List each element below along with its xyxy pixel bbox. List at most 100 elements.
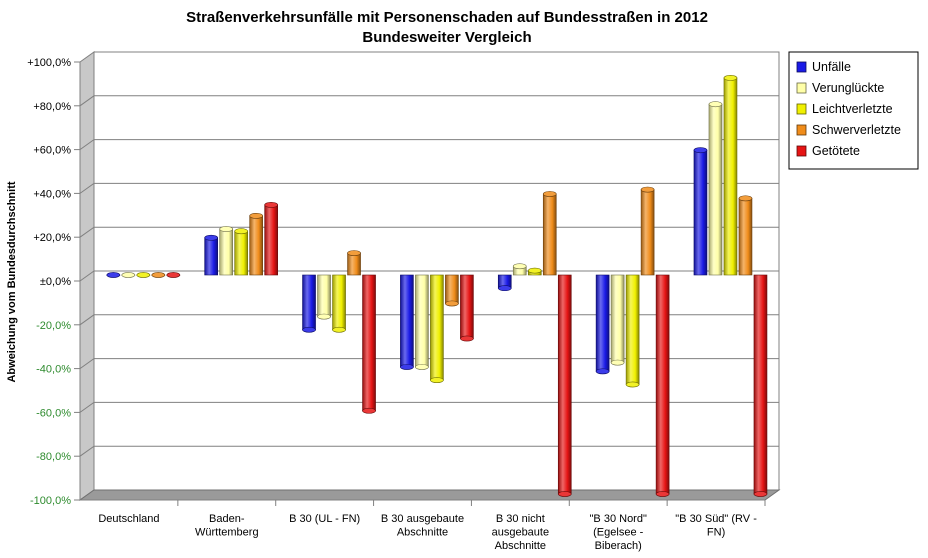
y-tick-label: -40,0% [36, 364, 71, 376]
bar-cap [362, 407, 376, 414]
bar-body [362, 274, 376, 412]
bar [317, 274, 331, 320]
bar-body [595, 274, 610, 372]
bar [610, 274, 625, 366]
bar [415, 274, 429, 370]
bar [542, 191, 557, 276]
bar [460, 274, 474, 342]
bar [497, 274, 512, 292]
bar-cap [753, 491, 768, 497]
legend-label: Leichtverletzte [812, 102, 893, 116]
bar-body [249, 215, 263, 276]
bar-cap [400, 364, 414, 370]
y-tick-label: +60,0% [33, 145, 71, 157]
bar [625, 274, 640, 388]
bar-body [640, 189, 655, 276]
bar-body [317, 274, 331, 317]
y-tick-label: -100,0% [30, 495, 71, 507]
bar-body [557, 274, 572, 495]
bar-cap [317, 313, 331, 320]
y-tick-label: -20,0% [36, 320, 71, 332]
y-tick-label: +80,0% [33, 101, 71, 113]
gridline [79, 401, 779, 413]
bar-cap [542, 191, 557, 197]
bar [332, 274, 346, 333]
bar-cap [302, 326, 316, 333]
x-tick-label-line: Deutschland [98, 513, 159, 525]
x-tick-label: Baden- Württemberg [195, 513, 259, 539]
bar-cap [166, 272, 181, 278]
legend-swatch [796, 61, 807, 73]
x-tick-label: "B 30 Süd" (RV - FN) [675, 513, 757, 539]
x-tick-label-line: Abschnitte [397, 527, 448, 539]
plot-area: +100,0% +80,0% +60,0% +40,0% +20,0% ±0,0% -20,… [27, 51, 781, 552]
floor [78, 489, 781, 501]
bar-body [400, 274, 414, 368]
bar-body [332, 274, 346, 331]
x-tick-label-line: B 30 ausgebaute [381, 513, 464, 525]
bar [527, 267, 542, 276]
x-tick-label-line: B 30 (UL - FN) [289, 513, 360, 525]
bar-body [708, 103, 723, 276]
x-tick-label-line: B 30 nicht [496, 513, 545, 525]
bar [708, 101, 723, 276]
bar-cap [512, 263, 527, 270]
y-tick-label: -80,0% [36, 451, 71, 463]
x-tick-label: B 30 nicht ausgebaute Abschnitte [492, 513, 550, 552]
x-tick-label-line: Baden- [209, 513, 245, 525]
legend-swatch [796, 103, 807, 115]
bar [234, 228, 248, 276]
bar [693, 147, 708, 276]
bar-cap [234, 228, 248, 235]
bar-cap [723, 75, 738, 81]
bar-cap [527, 267, 542, 274]
bar-cap [497, 285, 512, 292]
bar [136, 272, 151, 278]
bar [512, 263, 527, 276]
legend-label: Schwerverletzte [812, 123, 901, 137]
bar-cap [106, 272, 121, 278]
gridline [79, 314, 779, 326]
y-axis-label: Abweichung vom Bundesdurchschnitt [6, 181, 18, 382]
bar [445, 274, 459, 307]
bar-cap [610, 359, 625, 366]
bar [430, 274, 444, 384]
bar-cap [430, 377, 444, 384]
bar [204, 234, 218, 276]
bar [400, 274, 414, 370]
x-tick-label-line: Biberach) [595, 540, 642, 552]
bar-cap [693, 147, 708, 154]
bar-body [445, 274, 459, 304]
x-tick-label: Deutschland [98, 513, 159, 525]
bar [264, 202, 278, 276]
x-tick-label-line: Abschnitte [495, 540, 546, 552]
legend-label: Getötete [812, 144, 860, 158]
bar-cap [625, 381, 640, 388]
bar-body [655, 274, 670, 495]
legend-swatch [796, 145, 807, 157]
bar-cap [121, 272, 136, 278]
bar-body [460, 274, 474, 339]
bar [753, 274, 768, 497]
bar-cap [415, 364, 429, 370]
bar-body [625, 274, 640, 385]
legend-swatch [796, 82, 807, 94]
bar [249, 212, 263, 276]
y-tick-label: ±0,0% [40, 276, 71, 288]
bar-cap [219, 226, 233, 232]
bar [302, 274, 316, 333]
bar-cap [738, 195, 753, 202]
bar-cap [332, 326, 346, 333]
x-tick-label-line: Württemberg [195, 527, 259, 539]
x-tick-label: B 30 ausgebaute Abschnitte [381, 513, 464, 539]
bar-body [204, 237, 218, 276]
bar-body [723, 77, 738, 276]
bar-cap [640, 186, 655, 193]
legend-box [788, 51, 919, 170]
bar-cap [557, 491, 572, 497]
bar-body [219, 228, 233, 276]
bar-cap [249, 212, 263, 219]
x-tick-label: "B 30 Nord" (Egelsee -Biberach) [590, 513, 647, 552]
bar-cap [460, 335, 474, 342]
